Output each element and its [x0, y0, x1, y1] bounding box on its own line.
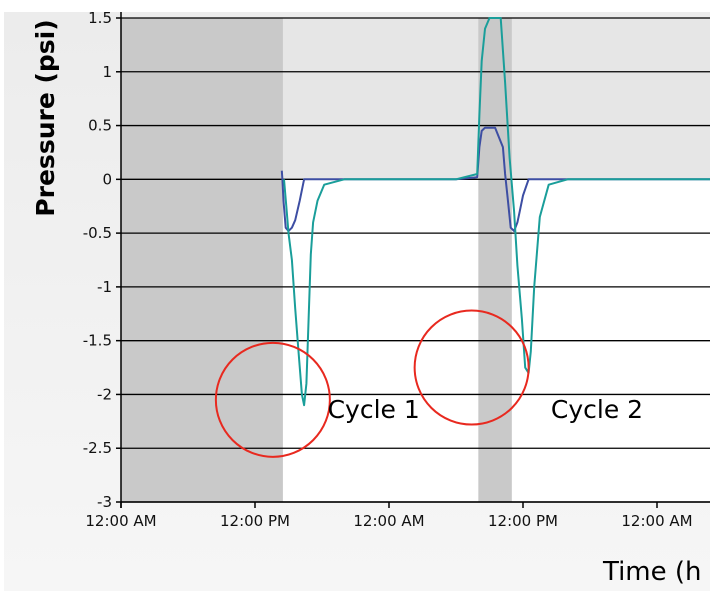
y-tick-label: -0.5: [83, 224, 112, 242]
y-tick-label: 0.5: [88, 117, 112, 135]
x-tick-label: 12:00 AM: [85, 512, 156, 530]
x-tick-label: 12:00 PM: [220, 512, 290, 530]
shaded-region-2: [478, 18, 512, 502]
axes: [116, 12, 710, 508]
series-line-1: [280, 126, 710, 232]
shaded-region-1: [121, 18, 283, 502]
highlight-circle-2: [413, 309, 530, 426]
y-tick-label: -2.5: [83, 439, 112, 457]
x-tick-label: 12:00 PM: [488, 512, 558, 530]
y-tick-label: -2: [97, 385, 112, 403]
shaded-regions: [121, 18, 710, 503]
annotation-cycle-1: Cycle 1: [328, 395, 420, 424]
series-line-2: [283, 17, 710, 407]
y-tick-label: 0: [102, 170, 112, 188]
y-tick-label: 1.5: [88, 9, 112, 27]
y-tick-labels: 1.5 1 0.5 0 -0.5 -1 -1.5 -2 -2.5 -3: [83, 9, 112, 511]
y-axis-label: Pressure (psi): [31, 19, 60, 216]
annotations: Cycle 1 Cycle 2: [328, 395, 644, 424]
annotation-cycle-2: Cycle 2: [551, 395, 643, 424]
highlight-circles: [214, 309, 530, 458]
y-tick-label: -1: [97, 278, 112, 296]
highlight-circle-1: [214, 341, 331, 458]
y-tick-label: -1.5: [83, 332, 112, 350]
y-tick-label: 1: [102, 63, 112, 81]
series-lines: [280, 17, 710, 407]
x-axis-label: Time (h: [602, 557, 702, 587]
x-tick-label: 12:00 AM: [353, 512, 424, 530]
x-tick-labels: 12:00 AM 12:00 PM 12:00 AM 12:00 PM 12:00 AM: [85, 512, 692, 530]
x-tick-label: 12:00 AM: [621, 512, 692, 530]
y-tick-label: -3: [97, 493, 112, 511]
